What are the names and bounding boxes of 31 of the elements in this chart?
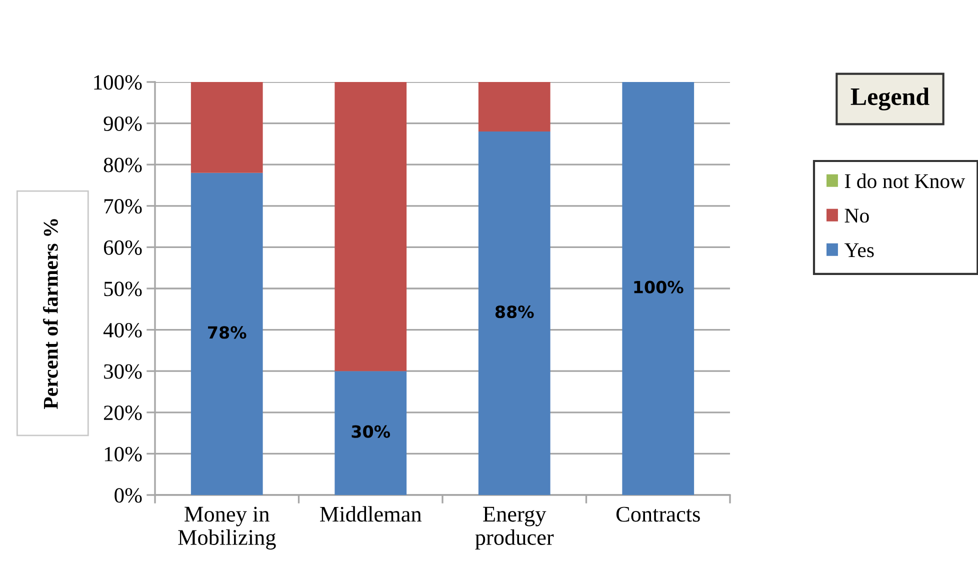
y-tick-label: 40% xyxy=(103,322,142,338)
x-tick-label: Money in Mobilizing xyxy=(178,506,276,550)
x-tick-label: Contracts xyxy=(616,506,700,522)
y-tick-label: 50% xyxy=(104,282,142,296)
bar xyxy=(334,371,407,495)
data-label: 100% xyxy=(634,280,684,294)
bar xyxy=(478,132,550,495)
x-tick-label: Middleman xyxy=(320,506,422,522)
y-tick-label: 70% xyxy=(104,199,142,214)
y-tick-label: 100% xyxy=(94,75,142,90)
bar xyxy=(190,82,263,173)
legend-label: No xyxy=(844,208,869,223)
y-tick-label: 30% xyxy=(104,364,142,379)
y-tick-label: 90% xyxy=(104,116,142,132)
y-tick-label: 20% xyxy=(104,406,142,420)
x-tick-label: Energy producer xyxy=(475,506,554,550)
data-label: 78% xyxy=(208,326,246,339)
y-tick-label: 10% xyxy=(104,446,142,462)
y-tick-label: 60% xyxy=(104,240,142,255)
bar xyxy=(478,82,550,132)
bar xyxy=(622,82,694,495)
bar xyxy=(334,82,407,372)
bar xyxy=(190,172,263,495)
data-label: 88% xyxy=(495,306,534,318)
y-tick-label: 80% xyxy=(104,158,142,172)
y-axis-title: Percent of farmers % xyxy=(42,219,58,410)
y-tick-label: 0% xyxy=(114,488,142,503)
data-label: 30% xyxy=(352,425,390,438)
legend-label: Yes xyxy=(844,243,874,258)
legend-label: I do not Know xyxy=(844,174,966,188)
legend-title: Legend xyxy=(850,88,930,110)
